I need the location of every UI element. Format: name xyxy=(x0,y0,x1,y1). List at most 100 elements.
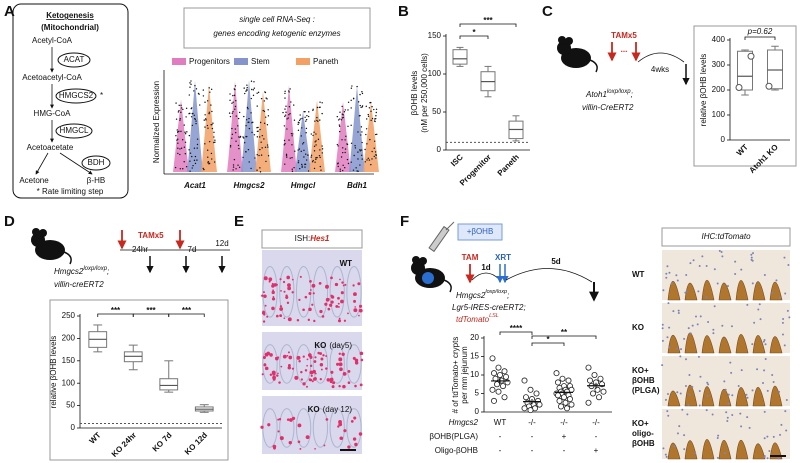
panel-label: B xyxy=(398,3,409,20)
separator: ; xyxy=(107,267,109,276)
data-point xyxy=(564,405,571,412)
stain xyxy=(283,317,286,319)
cell-dot xyxy=(313,167,316,170)
stain xyxy=(297,423,302,428)
crypt xyxy=(262,344,278,384)
significance-bracket xyxy=(531,335,597,339)
nucleus xyxy=(788,316,791,319)
row-label: Hmgcs2 xyxy=(449,418,479,427)
cell-dot xyxy=(196,143,199,146)
cell-dot xyxy=(319,101,321,103)
stain xyxy=(291,291,294,294)
nucleus xyxy=(740,268,743,271)
cell-dot xyxy=(339,111,341,113)
nucleus xyxy=(726,416,729,419)
nucleus xyxy=(724,388,727,391)
data-point xyxy=(493,381,500,388)
stain xyxy=(279,307,284,311)
stain xyxy=(359,383,363,387)
nucleus xyxy=(772,381,775,384)
cell-dot xyxy=(344,139,346,141)
y-tick-label: 100 xyxy=(712,110,726,119)
gene-label: Hmgcs2 xyxy=(233,181,265,190)
significance-label: *** xyxy=(182,306,192,315)
nucleus xyxy=(707,383,710,386)
cell-dot xyxy=(342,164,344,167)
cell-dot xyxy=(244,151,247,153)
cell-dot xyxy=(237,164,239,166)
cell-dot xyxy=(267,109,269,111)
cell-dot xyxy=(251,88,253,91)
violin xyxy=(241,80,257,172)
ish-title: ISH:Hes1 xyxy=(295,234,330,243)
cell-dot xyxy=(355,167,357,169)
timeline xyxy=(465,264,599,302)
stain xyxy=(305,385,308,388)
nucleus xyxy=(683,434,686,437)
stain xyxy=(337,319,342,323)
day: (day5) xyxy=(329,341,352,350)
nucleus xyxy=(698,404,701,407)
cell-dot xyxy=(315,158,317,161)
nucleus xyxy=(721,255,724,258)
cell-dot xyxy=(375,157,377,159)
stain xyxy=(353,416,357,420)
stain xyxy=(338,352,341,355)
cell-dot xyxy=(188,149,190,151)
cell-dot xyxy=(303,149,305,152)
gene: Hmgcs2 xyxy=(54,267,84,276)
cell-dot xyxy=(337,119,340,121)
data-point xyxy=(558,403,565,410)
nucleus xyxy=(725,411,728,414)
nucleus xyxy=(696,323,699,326)
nucleus xyxy=(683,337,686,340)
y-tick-label: 100 xyxy=(62,378,76,387)
stain xyxy=(311,283,316,288)
nucleus xyxy=(746,303,749,306)
significance-label: ** xyxy=(561,328,568,337)
table-cell: - xyxy=(563,446,566,455)
ellipsis: ... xyxy=(621,45,628,54)
cell-dot xyxy=(359,164,361,166)
cell-dot xyxy=(343,111,346,113)
nucleus xyxy=(783,344,786,347)
nucleus xyxy=(691,386,694,389)
stain xyxy=(275,283,278,286)
cell-dot xyxy=(207,127,209,129)
cell-dot xyxy=(291,144,293,146)
significance-label: **** xyxy=(510,324,523,333)
cell-dot xyxy=(239,135,242,138)
stain xyxy=(360,358,364,362)
treatment: +βOHB xyxy=(467,227,494,236)
stain xyxy=(285,294,288,297)
cell-dot xyxy=(208,111,211,113)
nucleus xyxy=(727,402,730,405)
nucleus xyxy=(666,393,669,396)
ihc-title: IHC:tdTomato xyxy=(701,232,751,241)
cell-dot xyxy=(299,118,302,120)
crypt xyxy=(346,344,362,384)
nucleus xyxy=(771,373,774,376)
nucleus xyxy=(667,302,670,305)
cell-dot xyxy=(209,91,211,93)
cell-dot xyxy=(204,114,206,116)
stain xyxy=(338,317,341,320)
cell-dot xyxy=(364,148,366,151)
table-cell: -/- xyxy=(528,418,536,427)
stain xyxy=(343,429,347,433)
ish-image xyxy=(262,250,362,326)
cell-dot xyxy=(238,111,241,114)
nucleus xyxy=(734,260,737,263)
cell-dot xyxy=(337,165,339,168)
stain xyxy=(287,366,291,370)
cell-dot xyxy=(262,109,264,112)
x-tick-label: ISC xyxy=(449,152,465,168)
crypt xyxy=(329,408,345,448)
y-tick-label: 0 xyxy=(71,423,76,432)
stain xyxy=(296,319,300,322)
cell-dot xyxy=(300,150,302,153)
cell-dot xyxy=(175,102,177,104)
product: β-HB xyxy=(87,176,105,185)
significance-bracket xyxy=(499,331,533,335)
nucleus xyxy=(683,448,686,451)
